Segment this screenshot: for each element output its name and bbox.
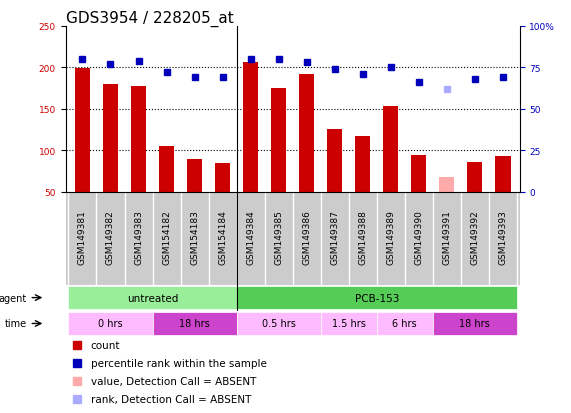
- Text: GSM149391: GSM149391: [443, 209, 451, 264]
- Bar: [236, 312, 321, 335]
- Bar: [243, 62, 258, 192]
- Bar: [69, 286, 236, 309]
- Bar: [236, 286, 517, 309]
- Text: time: time: [5, 319, 27, 329]
- Text: GSM154182: GSM154182: [162, 209, 171, 264]
- Text: 18 hrs: 18 hrs: [460, 319, 490, 329]
- Text: GSM149390: GSM149390: [414, 209, 423, 264]
- Bar: [103, 85, 118, 192]
- Text: untreated: untreated: [127, 293, 178, 303]
- Bar: [69, 312, 152, 335]
- Bar: [75, 69, 90, 192]
- Bar: [383, 107, 399, 192]
- Text: GSM149383: GSM149383: [134, 209, 143, 264]
- Text: 1.5 hrs: 1.5 hrs: [332, 319, 365, 329]
- Text: GDS3954 / 228205_at: GDS3954 / 228205_at: [66, 11, 234, 27]
- Text: GSM149392: GSM149392: [471, 209, 479, 264]
- Bar: [215, 163, 230, 192]
- Text: 18 hrs: 18 hrs: [179, 319, 210, 329]
- Bar: [271, 89, 286, 192]
- Bar: [159, 147, 174, 192]
- Text: GSM149384: GSM149384: [246, 209, 255, 264]
- Bar: [411, 156, 427, 192]
- Bar: [355, 137, 371, 192]
- Text: GSM149386: GSM149386: [302, 209, 311, 264]
- Text: 0 hrs: 0 hrs: [98, 319, 123, 329]
- Bar: [299, 75, 315, 192]
- Text: GSM149393: GSM149393: [498, 209, 507, 264]
- Text: 0.5 hrs: 0.5 hrs: [262, 319, 296, 329]
- Bar: [439, 177, 455, 192]
- Bar: [152, 312, 236, 335]
- Bar: [321, 312, 377, 335]
- Text: GSM154183: GSM154183: [190, 209, 199, 264]
- Text: GSM149382: GSM149382: [106, 209, 115, 264]
- Text: rank, Detection Call = ABSENT: rank, Detection Call = ABSENT: [91, 394, 251, 404]
- Text: GSM149387: GSM149387: [330, 209, 339, 264]
- Text: GSM149389: GSM149389: [386, 209, 395, 264]
- Text: GSM149385: GSM149385: [274, 209, 283, 264]
- Bar: [495, 157, 510, 192]
- Bar: [131, 86, 146, 192]
- Text: GSM149381: GSM149381: [78, 209, 87, 264]
- Bar: [187, 160, 202, 192]
- Text: GSM149388: GSM149388: [358, 209, 367, 264]
- Bar: [377, 312, 433, 335]
- Bar: [327, 130, 343, 192]
- Bar: [467, 162, 482, 192]
- Text: percentile rank within the sample: percentile rank within the sample: [91, 358, 267, 368]
- Text: GSM154184: GSM154184: [218, 209, 227, 264]
- Bar: [433, 312, 517, 335]
- Text: agent: agent: [0, 293, 27, 303]
- Text: PCB-153: PCB-153: [355, 293, 399, 303]
- Text: count: count: [91, 340, 120, 350]
- Text: value, Detection Call = ABSENT: value, Detection Call = ABSENT: [91, 376, 256, 387]
- Text: 6 hrs: 6 hrs: [392, 319, 417, 329]
